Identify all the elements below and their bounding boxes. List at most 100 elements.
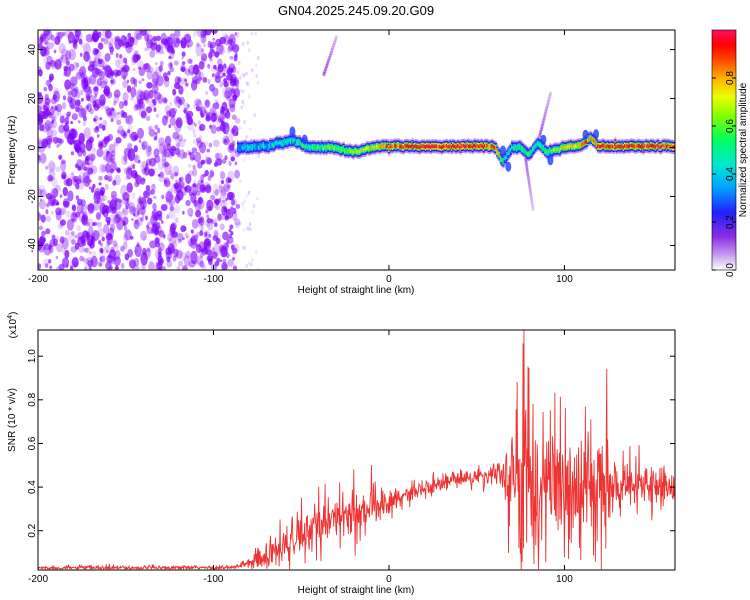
noise-blob [199,260,205,268]
noise-blob [77,120,81,124]
snr-x-axis: -200 -100 0 100 [28,330,573,585]
noise-blob [82,160,87,166]
noise-blob [82,79,89,88]
noise-blob [241,245,245,250]
noise-blob [220,180,225,184]
ridge-core [584,140,587,144]
noise-blob [88,152,96,161]
ridge-core [632,144,635,148]
ridge-core [652,144,655,148]
ridge-core [324,145,327,149]
ridge-core [561,145,564,149]
noise-blob [210,219,215,224]
noise-blob [48,245,52,251]
ridge-core [522,147,525,152]
noise-blob [48,162,56,171]
ridge-core [592,138,595,142]
noise-blob [45,165,48,170]
noise-blob [85,204,91,210]
ridge-core [262,143,265,148]
noise-blob [113,100,117,106]
ridge-core [260,144,263,148]
noise-blob [87,166,91,170]
noise-blob [230,244,235,250]
noise-blob [139,197,147,210]
noise-blob [212,190,215,195]
noise-blob [69,173,75,181]
ridge-core [588,136,591,141]
noise-blob [214,204,220,211]
ridge-core [388,146,391,151]
noise-blob [136,54,141,60]
noise-blob [144,47,148,52]
ridge-core [299,141,302,146]
noise-blob [112,69,120,76]
ridge-core [593,139,596,143]
streak-mark [546,100,550,105]
noise-blob [242,102,245,107]
noise-blob [133,171,139,178]
ridge-core [550,149,553,153]
noise-blob [211,30,218,34]
noise-blob [142,204,145,210]
ridge-core [401,145,404,150]
noise-blob [78,246,86,253]
noise-blob [140,264,145,270]
noise-blob [209,107,214,115]
noise-blob [76,100,81,107]
noise-blob [231,44,240,53]
ridge-core [250,145,253,150]
x-tick-label: -200 [28,274,48,285]
ridge-core [649,143,652,148]
figure-title: GN04.2025.245.09.20.G09 [278,3,434,18]
ridge-core [409,144,412,149]
x-tick-label: -200 [28,574,48,585]
noise-blob [221,70,225,75]
noise-blob [84,263,90,270]
noise-blob [124,160,128,164]
streak-mark [334,35,338,40]
noise-blob [61,48,69,57]
noise-blob [185,199,191,207]
noise-blob [105,151,113,164]
noise-blob [103,78,109,85]
noise-blob [109,226,114,234]
noise-blob [143,30,151,35]
ridge-core [557,147,560,152]
noise-blob [234,169,241,179]
ridge-core [302,143,305,147]
noise-blob [245,135,248,139]
noise-blob [146,106,152,114]
noise-blob [78,38,83,45]
noise-blob [152,202,157,211]
ridge-core [417,145,420,149]
noise-blob [78,132,85,144]
ridge-core [415,144,418,148]
noise-blob [56,31,63,42]
noise-blob [225,177,232,184]
noise-blob [228,228,232,233]
noise-blob [123,147,132,157]
noise-blob [64,175,70,184]
ridge-core [374,145,377,149]
ridge-core [353,149,356,153]
streak-mark [524,157,528,162]
noise-blob [143,248,151,260]
ridge-core [540,144,543,148]
ridge-core [412,145,415,149]
ridge-core [606,144,609,148]
ridge-core [465,144,468,148]
ridge-core [391,144,394,149]
noise-blob [153,91,162,100]
noise-blob [178,99,182,104]
noise-blob [144,167,148,172]
ridge-core [470,144,473,148]
noise-blob [43,101,50,111]
noise-blob [183,109,187,113]
svg-text:(x104): (x104) [7,312,19,339]
noise-blob [169,205,175,212]
ridge-core [471,145,474,150]
noise-blob [122,111,128,118]
streak-mark [332,43,336,48]
noise-blob [77,232,84,240]
